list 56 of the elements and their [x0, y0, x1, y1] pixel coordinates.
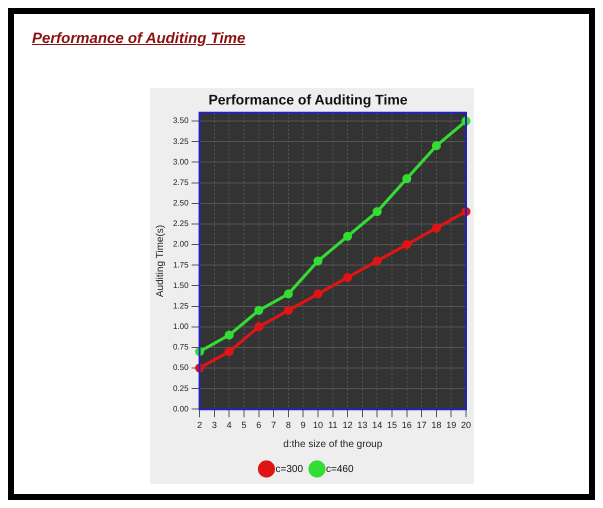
y-tick-label: 2.75: [172, 178, 190, 187]
x-tick-label: 8: [286, 420, 291, 430]
x-tick-label: 6: [256, 420, 262, 430]
y-tick-label: 0.50: [172, 363, 190, 372]
y-tick-label: 2.25: [172, 219, 190, 228]
x-tick-label: 14: [372, 420, 382, 430]
x-tick-label: 18: [431, 420, 442, 430]
x-tick-label: 19: [446, 420, 456, 430]
x-tick-label: 9: [300, 420, 306, 430]
point: [343, 272, 352, 282]
y-tick-label: 1.25: [172, 301, 190, 310]
point: [254, 306, 264, 315]
point: [313, 256, 322, 266]
legend-label: c=300: [275, 464, 304, 475]
point: [432, 141, 441, 150]
x-tick-label: 20: [460, 420, 471, 430]
point: [284, 289, 293, 298]
chart-title: Performance of Auditing Time: [208, 91, 408, 108]
x-tick-label: 12: [342, 420, 353, 430]
point: [254, 322, 264, 332]
x-tick-label: 11: [328, 420, 338, 430]
point: [372, 207, 382, 216]
x-tick-label: 5: [241, 420, 246, 430]
x-axis-title: d:the size of the group: [283, 438, 383, 450]
x-tick-label: 10: [312, 420, 323, 430]
x-tick-label: 15: [386, 420, 397, 430]
x-tick-label: 13: [357, 420, 368, 430]
y-tick-label: 3.25: [172, 136, 190, 146]
point: [402, 174, 412, 184]
y-tick-label: 3.50: [172, 116, 190, 126]
x-tick-label: 4: [226, 420, 232, 430]
point: [372, 256, 382, 266]
y-tick-label: 2.00: [172, 240, 190, 249]
x-tick-label: 7: [271, 420, 276, 430]
y-tick-label: 3.00: [172, 157, 190, 166]
point: [432, 224, 441, 233]
legend-label: c=460: [326, 464, 354, 475]
y-tick-label: 0.00: [172, 404, 190, 414]
text: Performance of Auditing Time: [32, 30, 246, 47]
point: [284, 306, 293, 315]
y-axis-title: Auditing Time(s): [154, 224, 166, 298]
point: [224, 347, 234, 356]
y-tick-label: 0.25: [172, 384, 190, 393]
y-tick-label: 1.50: [172, 280, 190, 290]
point: [313, 289, 322, 298]
x-tick-label: 16: [402, 420, 412, 430]
point: [224, 330, 234, 340]
y-tick-label: 2.50: [172, 198, 190, 208]
y-tick-label: 1.00: [172, 322, 190, 332]
y-tick-label: 1.75: [172, 260, 190, 270]
x-tick-label: 17: [416, 420, 427, 430]
x-tick-label: 2: [197, 420, 202, 430]
point: [402, 240, 412, 250]
y-tick-label: 0.75: [172, 342, 190, 352]
x-tick-label: 3: [212, 420, 217, 430]
point: [343, 232, 352, 241]
